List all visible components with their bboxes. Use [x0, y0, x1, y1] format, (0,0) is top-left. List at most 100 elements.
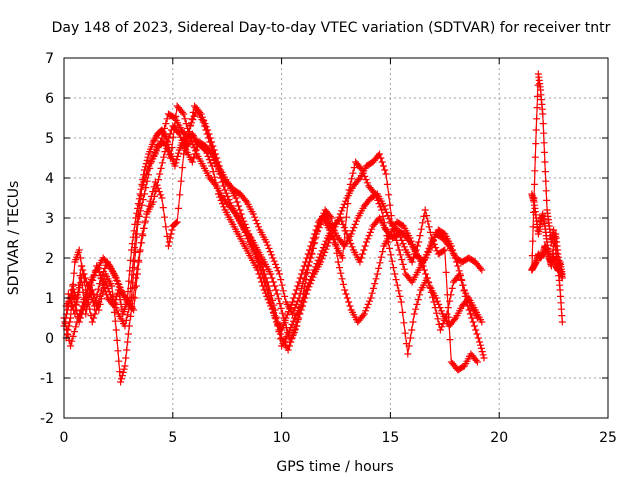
data-point-marker — [189, 108, 197, 116]
data-point-marker — [258, 262, 266, 270]
data-point-marker — [253, 220, 261, 228]
data-point-marker — [122, 316, 130, 324]
data-point-marker — [460, 287, 468, 295]
data-point-marker — [167, 230, 175, 238]
data-point-marker — [362, 176, 370, 184]
data-point-marker — [455, 272, 463, 280]
data-point-marker — [163, 115, 171, 123]
data-point-marker — [411, 250, 419, 258]
data-point-marker — [336, 214, 344, 222]
data-point-marker — [268, 296, 276, 304]
data-point-marker — [408, 258, 416, 266]
data-point-marker — [431, 304, 439, 312]
data-point-marker — [473, 330, 481, 338]
data-point-marker — [346, 302, 354, 310]
data-point-marker — [180, 150, 188, 158]
data-point-marker — [73, 307, 81, 315]
data-point-marker — [375, 200, 383, 208]
data-point-marker — [365, 232, 373, 240]
data-point-marker — [151, 192, 159, 200]
data-point-marker — [116, 368, 124, 376]
data-point-marker — [377, 253, 385, 261]
data-point-marker — [138, 182, 146, 190]
data-point-marker — [70, 328, 78, 336]
data-point-marker — [108, 294, 116, 302]
data-point-marker — [360, 246, 368, 254]
data-point-marker — [363, 304, 371, 312]
data-point-marker — [69, 280, 77, 288]
data-point-marker — [478, 348, 486, 356]
data-point-marker — [432, 294, 440, 302]
data-point-marker — [446, 336, 454, 344]
grid-layer — [64, 58, 608, 418]
data-point-marker — [204, 152, 212, 160]
y-tick-label: 2 — [45, 251, 54, 267]
data-point-marker — [152, 187, 160, 195]
data-point-marker — [286, 338, 294, 346]
data-point-marker — [338, 275, 346, 283]
data-point-marker — [540, 129, 548, 137]
data-point-marker — [406, 334, 414, 342]
data-point-marker — [274, 320, 282, 328]
data-point-marker — [119, 368, 127, 376]
data-point-marker — [174, 128, 182, 136]
data-point-marker — [412, 246, 420, 254]
data-point-marker — [271, 306, 279, 314]
data-point-marker — [265, 244, 273, 252]
data-point-marker — [80, 270, 88, 278]
data-point-marker — [289, 332, 297, 340]
data-point-marker — [318, 247, 326, 255]
data-point-marker — [197, 110, 205, 118]
data-point-marker — [209, 153, 217, 161]
data-point-marker — [429, 293, 437, 301]
y-tick-label: -2 — [40, 411, 54, 427]
data-point-marker — [95, 306, 103, 314]
data-point-marker — [423, 251, 431, 259]
data-point-marker — [466, 310, 474, 318]
data-point-marker — [127, 294, 135, 302]
data-point-marker — [424, 248, 432, 256]
data-point-marker — [389, 264, 397, 272]
data-point-marker — [368, 225, 376, 233]
data-point-marker — [214, 166, 222, 174]
data-point-marker — [276, 300, 284, 308]
data-point-marker — [68, 337, 76, 345]
data-point-marker — [111, 317, 119, 325]
data-point-marker — [249, 210, 257, 218]
data-point-marker — [367, 294, 375, 302]
data-point-marker — [86, 305, 94, 313]
data-point-marker — [232, 194, 240, 202]
data-point-marker — [61, 320, 69, 328]
y-tick-label: -1 — [40, 371, 54, 387]
data-point-marker — [292, 286, 300, 294]
data-point-marker — [558, 318, 566, 326]
data-point-marker — [124, 311, 132, 319]
data-point-marker — [120, 365, 128, 373]
data-point-marker — [158, 159, 166, 167]
data-point-marker — [293, 322, 301, 330]
data-point-marker — [156, 170, 164, 178]
data-point-marker — [384, 238, 392, 246]
data-point-marker — [149, 198, 157, 206]
data-point-marker — [208, 150, 216, 158]
data-point-marker — [272, 260, 280, 268]
data-point-marker — [339, 254, 347, 262]
data-point-marker — [425, 279, 433, 287]
data-point-marker — [132, 230, 140, 238]
data-point-marker — [283, 311, 291, 319]
data-point-marker — [288, 335, 296, 343]
data-point-marker — [556, 286, 564, 294]
data-point-marker — [339, 220, 347, 228]
data-point-marker — [198, 113, 206, 121]
data-point-marker — [448, 284, 456, 292]
data-point-marker — [533, 92, 541, 100]
y-tick-label: 4 — [45, 171, 54, 187]
data-point-marker — [141, 190, 149, 198]
data-point-marker — [255, 223, 263, 231]
data-point-marker — [287, 324, 295, 332]
x-tick-label: 10 — [273, 430, 291, 446]
data-point-marker — [539, 110, 547, 118]
data-point-marker — [69, 332, 77, 340]
data-point-marker — [310, 266, 318, 274]
